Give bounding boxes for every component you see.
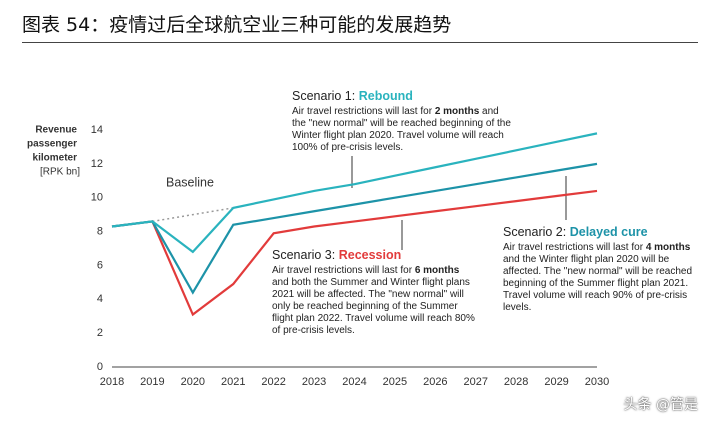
y-tick-label: 12 [91,158,103,170]
annotation-title: Scenario 3: Recession [272,247,477,263]
x-tick-label: 2023 [302,376,326,388]
annotation-title: Scenario 2: Delayed cure [503,224,708,240]
annotation: Scenario 2: Delayed cure Air travel restr… [503,224,708,314]
x-tick-label: 2025 [383,376,407,388]
x-tick-label: 2020 [181,376,205,388]
annotation-run: and the Winter flight plan 2020 will be … [503,254,693,313]
y-tick-label: 8 [97,225,103,237]
y-tick-label: 4 [97,293,103,305]
annotation-text: Air travel restrictions will last for 6 … [272,265,477,337]
x-tick-label: 2018 [100,376,124,388]
x-tick-label: 2028 [504,376,528,388]
legend-label: Rebound [358,89,413,103]
x-tick-label: 2024 [342,376,366,388]
x-tick-label: 2026 [423,376,447,388]
scenario-prefix: Scenario 3: [272,248,339,262]
page-title: 图表 54：疫情过后全球航空业三种可能的发展趋势 [22,14,452,36]
x-tick-label: 2029 [544,376,568,388]
y-tick-label: 6 [97,259,103,271]
series-label: Baseline [166,175,214,189]
series-line [111,162,598,295]
annotation-run: 4 months [645,242,691,253]
annotation-run: and the "new normal" will be reached beg… [292,106,511,153]
watermark: 头条 @管是 [623,397,698,413]
x-tick-label: 2019 [140,376,164,388]
annotation-run: Air travel restrictions will last for [272,265,415,276]
annotation: Scenario 3: Recession Air travel restrict… [272,247,477,337]
y-tick-label: 0 [97,361,103,373]
legend-label: Delayed cure [569,225,648,239]
series-line [111,189,598,317]
title-rule [22,42,698,43]
y-tick-label: 2 [97,327,103,339]
annotation-title: Scenario 1: Rebound [292,88,514,104]
annotation-run: Air travel restrictions will last for [292,106,435,117]
annotation-text: Air travel restrictions will last for 4 … [503,242,708,314]
annotation-run: 6 months [414,265,460,276]
x-tick-label: 2027 [464,376,488,388]
series-line [111,132,598,254]
y-tick-label: 10 [91,192,103,204]
y-tick-label: 14 [91,124,103,136]
annotation: Scenario 1: Rebound Air travel restrictio… [292,88,514,154]
scenario-prefix: Scenario 2: [503,225,570,239]
series-line [152,207,234,223]
legend-label: Recession [338,248,402,262]
y-axis-label: Revenue [35,125,77,136]
annotation-run: Air travel restrictions will last for [503,242,646,253]
scenario-prefix: Scenario 1: [292,89,359,103]
y-axis-label: kilometer [33,153,78,164]
y-axis-label: [RPK bn] [40,167,80,178]
annotation-text: Air travel restrictions will last for 2 … [292,106,514,154]
annotation-run: 2 months [434,106,480,117]
x-tick-label: 2030 [585,376,609,388]
y-axis-label: passenger [27,139,77,150]
x-tick-label: 2022 [261,376,285,388]
annotation-run: and both the Summer and Winter flight pl… [272,277,475,336]
x-tick-label: 2021 [221,376,245,388]
